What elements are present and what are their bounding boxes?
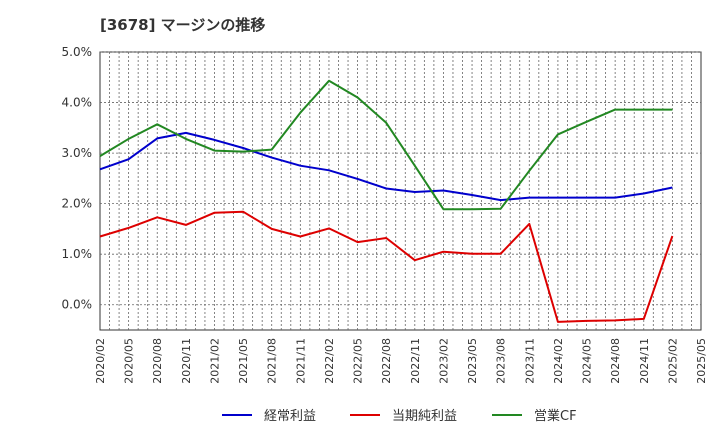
series-line-1 <box>99 131 673 202</box>
x-tick-label: 2024/02 <box>552 338 565 384</box>
x-tick-label: 2025/05 <box>695 338 708 384</box>
x-tick-label: 2022/05 <box>352 338 365 384</box>
y-tick-label: 3.0% <box>62 146 93 160</box>
x-tick-label: 2022/02 <box>323 338 336 384</box>
x-tick-label: 2023/11 <box>523 338 536 384</box>
x-tick-label: 2021/11 <box>294 338 307 384</box>
y-tick-label: 0.0% <box>62 298 93 312</box>
x-tick-label: 2024/11 <box>638 338 651 384</box>
y-tick-label: 1.0% <box>62 247 93 261</box>
x-tick-label: 2020/05 <box>123 338 136 384</box>
x-tick-label: 2023/08 <box>495 338 508 384</box>
y-tick-label: 5.0% <box>62 45 93 59</box>
x-tick-label: 2020/11 <box>180 338 193 384</box>
x-tick-label: 2021/05 <box>237 338 250 384</box>
x-tick-label: 2021/02 <box>208 338 221 384</box>
x-tick-label: 2020/08 <box>151 338 164 384</box>
x-tick-label: 2023/02 <box>437 338 450 384</box>
legend-label-3: 営業CF <box>534 408 577 424</box>
x-tick-label: 2024/05 <box>581 338 594 384</box>
x-tick-label: 2025/02 <box>666 338 679 384</box>
series-line-2 <box>99 210 674 323</box>
legend-label-2: 当期純利益 <box>392 409 457 424</box>
y-tick-label: 2.0% <box>62 197 93 211</box>
x-tick-label: 2021/08 <box>266 338 279 384</box>
legend-label-1: 経常利益 <box>264 409 316 424</box>
y-tick-label: 4.0% <box>62 96 93 110</box>
chart-title: [3678] マージンの推移 <box>100 16 266 34</box>
x-tick-label: 2022/08 <box>380 338 393 384</box>
series-line-3 <box>99 79 673 211</box>
x-tick-label: 2024/08 <box>609 338 622 384</box>
x-tick-label: 2020/02 <box>94 338 107 384</box>
x-tick-label: 2022/11 <box>409 338 422 384</box>
x-tick-label: 2023/05 <box>466 338 479 384</box>
